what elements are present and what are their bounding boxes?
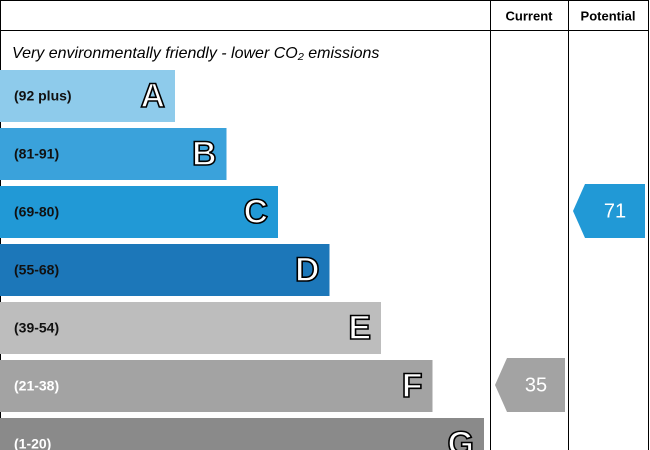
rating-arrow [495,358,565,412]
current-header: Current [506,8,554,23]
subtitle: Very environmentally friendly - lower CO… [12,45,379,62]
band-range: (69-80) [14,204,59,220]
band-letter: B [192,135,217,173]
band-bar [0,360,433,412]
rating-value: 71 [604,200,626,222]
band-range: (55-68) [14,262,59,278]
potential-header: Potential [581,8,636,23]
band-bar [0,128,227,180]
band-range: (92 plus) [14,88,72,104]
band-bar [0,302,381,354]
band-letter: A [140,77,165,115]
band-range: (1-20) [14,436,51,450]
band-letter: F [402,367,423,405]
band-letter: G [448,425,474,450]
band-bar [0,418,484,450]
band-bar [0,70,175,122]
band-range: (39-54) [14,320,59,336]
band-letter: E [348,309,371,347]
band-letter: D [295,251,320,289]
rating-value: 35 [525,374,547,396]
rating-arrow [573,184,645,238]
band-range: (81-91) [14,146,59,162]
band-range: (21-38) [14,378,59,394]
band-bar [0,244,330,296]
band-bar [0,186,278,238]
band-letter: C [243,193,268,231]
